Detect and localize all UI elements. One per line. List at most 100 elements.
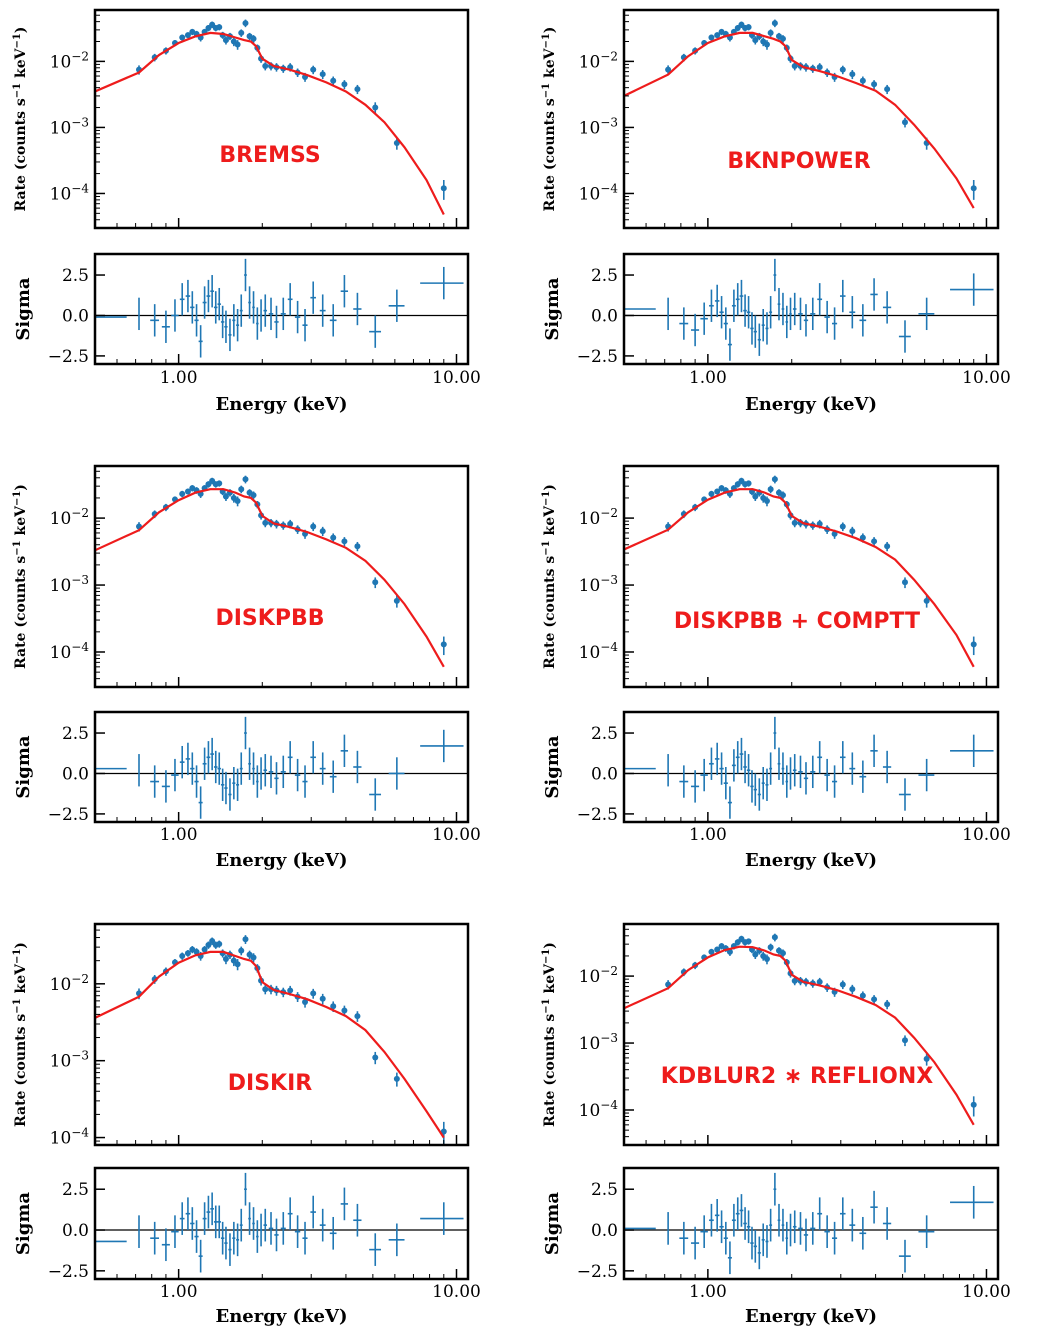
- sigma-tick-label: −2.5: [48, 805, 89, 825]
- data-point: [393, 140, 400, 147]
- spectrum-plot: [624, 933, 977, 1126]
- data-point: [708, 490, 715, 497]
- data-point: [330, 1003, 337, 1010]
- spectrum-plot: [95, 935, 447, 1145]
- data-point: [242, 476, 249, 483]
- sigma-axis-label: Sigma: [13, 735, 34, 798]
- sigma-tick-label: 0.0: [591, 764, 618, 784]
- y-tick-label: 10−2: [579, 964, 618, 987]
- data-point: [354, 1013, 361, 1020]
- data-point: [884, 1001, 891, 1008]
- data-point: [665, 66, 672, 73]
- spectrum-frame: [622, 922, 1000, 1147]
- data-point: [310, 990, 317, 997]
- energy-tick-label: 10.00: [962, 825, 1011, 845]
- data-point: [763, 498, 770, 505]
- y-tick-label: 10−3: [50, 573, 89, 596]
- spectrum-plot: [624, 475, 977, 668]
- data-point: [179, 490, 186, 497]
- y-tick-label: 10−2: [579, 49, 618, 72]
- data-point: [763, 41, 770, 48]
- energy-tick-label: 10.00: [432, 368, 481, 388]
- data-point: [372, 1054, 379, 1061]
- data-point: [341, 538, 348, 545]
- data-point: [859, 992, 866, 999]
- sigma-tick-label: 0.0: [591, 306, 618, 326]
- data-point: [767, 944, 774, 951]
- data-point: [372, 104, 379, 111]
- sigma-axis-label: Sigma: [542, 735, 563, 798]
- data-point: [791, 63, 798, 70]
- data-point: [193, 948, 200, 955]
- data-point: [440, 185, 447, 192]
- sigma-tick-label: 0.0: [62, 1221, 89, 1241]
- data-point: [222, 956, 229, 963]
- model-label: BREMSS: [219, 143, 320, 168]
- data-point: [714, 32, 721, 39]
- y-axis-label: Rate (counts s−1 keV−1): [541, 27, 558, 212]
- y-axis-label: Rate (counts s−1 keV−1): [541, 942, 558, 1127]
- data-point: [222, 493, 229, 500]
- data-point: [745, 24, 752, 31]
- y-tick-label: 10−4: [50, 640, 90, 663]
- y-tick-label: 10−4: [50, 1126, 90, 1149]
- data-point: [849, 71, 856, 78]
- data-point: [816, 64, 823, 71]
- model-label: KDBLUR2 ∗ REFLIONX: [661, 1064, 933, 1089]
- data-point: [752, 493, 759, 500]
- energy-tick-label: 1.00: [160, 368, 198, 388]
- spectrum-frame: [93, 8, 470, 230]
- data-point: [234, 498, 241, 505]
- y-tick-label: 10−4: [579, 1098, 619, 1121]
- y-tick-label: 10−4: [50, 181, 90, 204]
- energy-tick-label: 10.00: [962, 368, 1011, 388]
- x-axis-label: Energy (keV): [216, 394, 348, 415]
- data-point: [923, 597, 930, 604]
- panel-4: DISKPBB + COMPTT 10−2 10−3 10−4 Rate (counts…: [541, 464, 1011, 871]
- data-point: [310, 66, 317, 73]
- energy-tick-label: 1.00: [160, 825, 198, 845]
- sigma-axis-label: Sigma: [13, 1192, 34, 1255]
- y-axis-label: Rate (counts s−1 keV−1): [12, 27, 29, 212]
- panel-5: DISKIR 10−2 10−3 10−4 Rate (counts s−1 keV−1…: [12, 922, 481, 1327]
- data-point: [884, 543, 891, 550]
- data-point: [230, 957, 237, 964]
- y-tick-label: 10−2: [579, 506, 618, 529]
- panel-1: BREMSS 10−2 10−3 10−4 Rate (counts s−1 keV−1…: [12, 8, 481, 415]
- x-axis-label: Energy (keV): [216, 850, 348, 871]
- data-point: [901, 119, 908, 126]
- sigma-tick-label: −2.5: [577, 347, 618, 367]
- data-point: [234, 41, 241, 48]
- data-point: [871, 996, 878, 1003]
- model-label: BKNPOWER: [727, 149, 870, 174]
- data-point: [767, 29, 774, 36]
- data-point: [216, 480, 223, 487]
- data-point: [250, 954, 257, 961]
- data-point: [849, 986, 856, 993]
- data-point: [791, 977, 798, 984]
- data-point: [779, 950, 786, 957]
- energy-tick-label: 1.00: [689, 825, 727, 845]
- sigma-tick-label: 2.5: [591, 266, 618, 286]
- data-point: [771, 476, 778, 483]
- data-point: [262, 63, 269, 70]
- data-point: [238, 29, 245, 36]
- data-point: [970, 1101, 977, 1108]
- y-tick-label: 10−3: [50, 115, 89, 138]
- sigma-tick-label: −2.5: [48, 1262, 89, 1282]
- energy-tick-label: 10.00: [962, 1282, 1011, 1302]
- data-point: [179, 953, 186, 960]
- data-point: [287, 520, 294, 527]
- y-tick-label: 10−3: [579, 115, 618, 138]
- residual-frame: [622, 710, 1000, 824]
- sigma-tick-label: 2.5: [62, 266, 89, 286]
- data-point: [859, 77, 866, 84]
- data-point: [839, 66, 846, 73]
- data-point: [923, 1055, 930, 1062]
- sigma-tick-label: 0.0: [62, 306, 89, 326]
- residual-plot: [624, 1172, 998, 1275]
- y-tick-label: 10−2: [50, 49, 89, 72]
- residual-frame: [93, 710, 470, 824]
- data-point: [708, 34, 715, 41]
- y-tick-label: 10−3: [579, 573, 618, 596]
